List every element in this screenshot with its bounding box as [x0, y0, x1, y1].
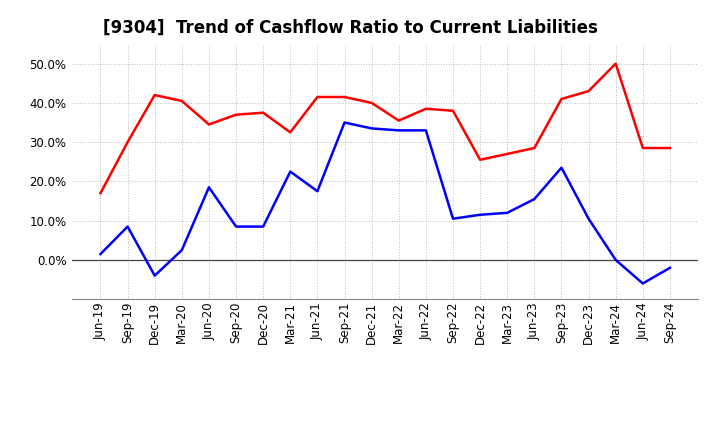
- Free CF to Current Liabilities: [476, 212, 485, 217]
- Operating CF to Current Liabilities: [611, 61, 620, 66]
- Operating CF to Current Liabilities: [286, 130, 294, 135]
- Operating CF to Current Liabilities: [96, 191, 105, 196]
- Free CF to Current Liabilities: [639, 281, 647, 286]
- Operating CF to Current Liabilities: [313, 94, 322, 99]
- Operating CF to Current Liabilities: [503, 151, 511, 157]
- Free CF to Current Liabilities: [96, 251, 105, 257]
- Operating CF to Current Liabilities: [367, 100, 376, 106]
- Operating CF to Current Liabilities: [204, 122, 213, 127]
- Free CF to Current Liabilities: [259, 224, 268, 229]
- Operating CF to Current Liabilities: [178, 98, 186, 103]
- Operating CF to Current Liabilities: [557, 96, 566, 102]
- Free CF to Current Liabilities: [665, 265, 674, 271]
- Free CF to Current Liabilities: [150, 273, 159, 278]
- Operating CF to Current Liabilities: [530, 145, 539, 150]
- Operating CF to Current Liabilities: [665, 145, 674, 150]
- Free CF to Current Liabilities: [286, 169, 294, 174]
- Operating CF to Current Liabilities: [395, 118, 403, 123]
- Free CF to Current Liabilities: [341, 120, 349, 125]
- Free CF to Current Liabilities: [449, 216, 457, 221]
- Operating CF to Current Liabilities: [639, 145, 647, 150]
- Operating CF to Current Liabilities: [259, 110, 268, 115]
- Free CF to Current Liabilities: [367, 126, 376, 131]
- Operating CF to Current Liabilities: [232, 112, 240, 117]
- Operating CF to Current Liabilities: [341, 94, 349, 99]
- Free CF to Current Liabilities: [584, 216, 593, 221]
- Free CF to Current Liabilities: [421, 128, 430, 133]
- Free CF to Current Liabilities: [178, 247, 186, 253]
- Free CF to Current Liabilities: [557, 165, 566, 170]
- Free CF to Current Liabilities: [232, 224, 240, 229]
- Free CF to Current Liabilities: [611, 257, 620, 263]
- Operating CF to Current Liabilities: [449, 108, 457, 114]
- Free CF to Current Liabilities: [530, 196, 539, 202]
- Free CF to Current Liabilities: [313, 189, 322, 194]
- Text: [9304]  Trend of Cashflow Ratio to Current Liabilities: [9304] Trend of Cashflow Ratio to Curren…: [104, 19, 598, 37]
- Operating CF to Current Liabilities: [476, 157, 485, 162]
- Operating CF to Current Liabilities: [421, 106, 430, 111]
- Operating CF to Current Liabilities: [150, 92, 159, 98]
- Line: Free CF to Current Liabilities: Free CF to Current Liabilities: [101, 122, 670, 283]
- Free CF to Current Liabilities: [204, 185, 213, 190]
- Free CF to Current Liabilities: [395, 128, 403, 133]
- Free CF to Current Liabilities: [503, 210, 511, 216]
- Operating CF to Current Liabilities: [123, 139, 132, 145]
- Legend: Operating CF to Current Liabilities, Free CF to Current Liabilities: Operating CF to Current Liabilities, Fre…: [119, 439, 652, 440]
- Operating CF to Current Liabilities: [584, 88, 593, 94]
- Free CF to Current Liabilities: [123, 224, 132, 229]
- Line: Operating CF to Current Liabilities: Operating CF to Current Liabilities: [101, 64, 670, 193]
